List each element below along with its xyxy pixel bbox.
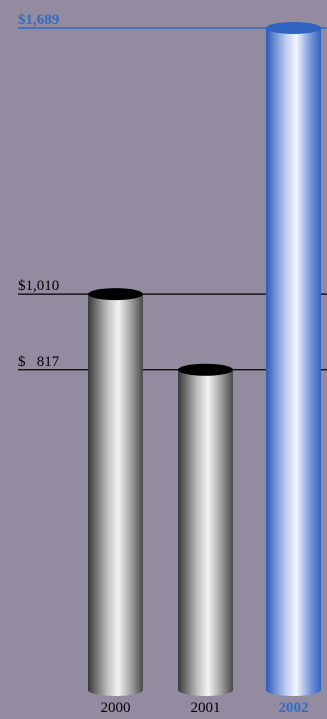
value-label-2001: $ 817 (18, 354, 60, 370)
value-label-2002: $1,689 (18, 12, 59, 28)
value-label-2000: $1,010 (18, 278, 59, 294)
bar-2001 (178, 363, 233, 696)
bar-2000 (88, 288, 143, 696)
x-tick-label-2002: 2002 (279, 700, 309, 716)
x-tick-label-2001: 2001 (191, 700, 221, 716)
bar-2002 (266, 22, 321, 696)
x-tick-label-2000: 2000 (101, 700, 131, 716)
